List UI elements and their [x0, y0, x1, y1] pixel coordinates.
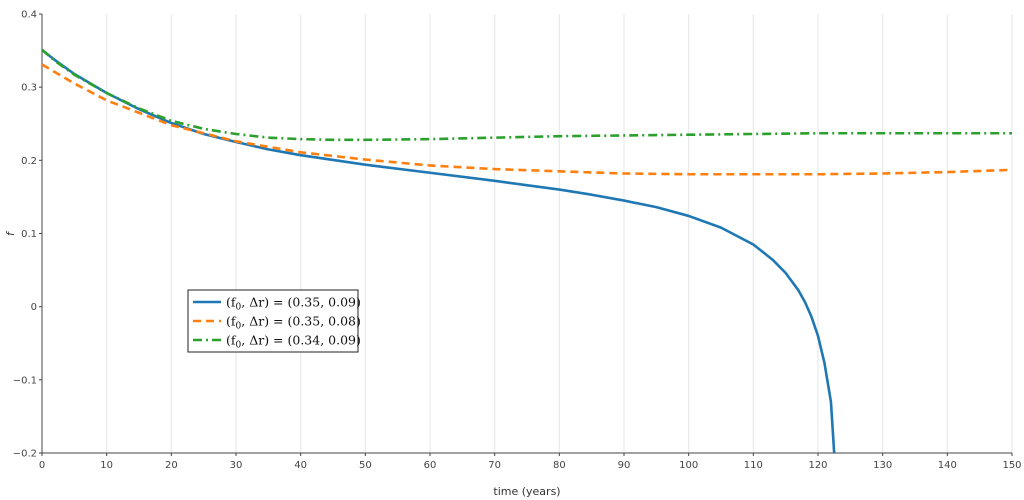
grid [106, 14, 1013, 453]
y-tick-label: 0.2 [21, 156, 37, 167]
legend-label-1: (f0, Δr) = (0.35, 0.09) [226, 295, 361, 313]
x-tick-label: 70 [488, 460, 501, 471]
x-tick-label: 130 [873, 460, 892, 471]
x-tick-label: 10 [100, 460, 113, 471]
x-tick-label: 120 [808, 460, 827, 471]
legend-box [187, 289, 359, 353]
series-group [42, 48, 1012, 453]
legend-label-3: (f0, Δr) = (0.34, 0.09) [226, 333, 361, 351]
axes [39, 13, 1013, 456]
x-tick-label: 110 [744, 460, 763, 471]
x-tick-label: 30 [230, 460, 243, 471]
x-axis-title: time (years) [493, 485, 560, 498]
x-tick-label: 150 [1002, 460, 1021, 471]
x-tick-label: 80 [553, 460, 566, 471]
tick-labels: 0 10 20 30 40 50 60 70 80 90 100 110 120 130 140 150 −0.… [13, 10, 1022, 472]
x-tick-label: 0 [39, 460, 45, 471]
y-tick-label: 0.4 [21, 10, 37, 21]
y-axis-title: f [4, 230, 17, 236]
y-tick-label: −0.1 [13, 375, 37, 386]
series-line-1 [42, 48, 836, 453]
legend-label-2: (f0, Δr) = (0.35, 0.08) [226, 314, 361, 332]
series-line-2 [42, 63, 1012, 176]
x-tick-label: 50 [359, 460, 372, 471]
x-tick-label: 60 [424, 460, 437, 471]
legend: (f0, Δr) = (0.35, 0.09)(f0, Δr) = (0.35,… [187, 289, 361, 353]
series-line-3 [42, 48, 1012, 142]
x-tick-label: 140 [938, 460, 957, 471]
y-tick-label: 0.3 [21, 83, 37, 94]
x-tick-label: 90 [618, 460, 631, 471]
x-tick-label: 40 [294, 460, 307, 471]
y-tick-label: −0.2 [13, 449, 37, 460]
x-tick-label: 20 [165, 460, 178, 471]
x-tick-label: 100 [679, 460, 698, 471]
y-tick-label: 0.1 [21, 229, 37, 240]
y-tick-label: 0 [31, 302, 37, 313]
